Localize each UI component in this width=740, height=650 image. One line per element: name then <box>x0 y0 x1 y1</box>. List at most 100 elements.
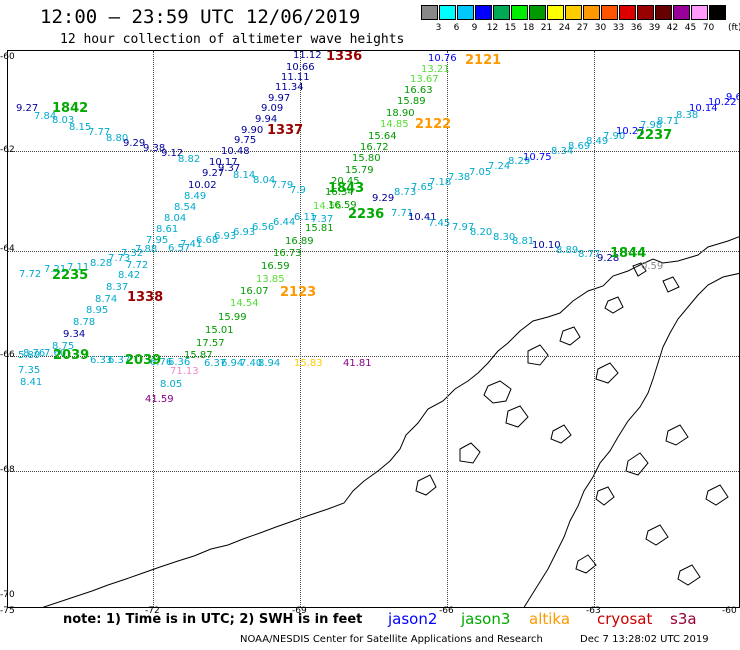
wave-height-value: 11.12 <box>293 50 322 61</box>
color-scale-tick: 27 <box>576 23 589 33</box>
wave-height-value: 7.98 <box>640 120 663 131</box>
color-swatch <box>673 5 690 20</box>
wave-height-value: 15.87 <box>184 350 213 361</box>
wave-height-value: 17.57 <box>196 338 225 349</box>
color-scale-tick: 9 <box>471 23 478 33</box>
wave-height-value: 8.41 <box>20 377 43 388</box>
wave-height-value: 14.85 <box>380 119 409 130</box>
wave-height-value: 41.59 <box>145 394 174 405</box>
wave-height-value: 7.05 <box>469 167 492 178</box>
wave-height-value: 8.94 <box>258 358 281 369</box>
wave-height-value: 7.90 <box>603 131 626 142</box>
wave-height-value: 6.44 <box>273 217 296 228</box>
color-swatch <box>529 5 546 20</box>
wave-height-value: 7.32 <box>121 248 144 259</box>
wave-height-value: 8.38 <box>676 110 699 121</box>
wave-height-value: 9.34 <box>63 329 86 340</box>
footnote: note: 1) Time is in UTC; 2) SWH is in fe… <box>63 612 363 627</box>
page-title: 12:00 – 23:59 UTC 12/06/2019 <box>40 6 361 28</box>
wave-height-value: 9.38 <box>143 143 166 154</box>
wave-height-value: 8.78 <box>73 317 96 328</box>
meridian-line <box>153 51 154 607</box>
wave-height-value: 8.34 <box>551 146 574 157</box>
wave-height-value: 8.69 <box>568 141 591 152</box>
color-swatch <box>637 5 654 20</box>
generated-timestamp: Dec 7 13:28:02 UTC 2019 <box>580 634 709 645</box>
wave-height-value: 7.97 <box>452 222 475 233</box>
color-swatch <box>583 5 600 20</box>
wave-height-value: 7.72 <box>19 269 42 280</box>
color-scale-tick: 33 <box>612 23 625 33</box>
wave-height-value: 15.83 <box>294 358 323 369</box>
wave-height-value: 8.95 <box>86 305 109 316</box>
color-swatch <box>475 5 492 20</box>
color-scale-tick: 30 <box>594 23 607 33</box>
wave-height-value: 15.64 <box>368 131 397 142</box>
wave-height-value: 7.35 <box>18 365 41 376</box>
wave-height-value: 8.03 <box>52 115 75 126</box>
wave-height-value: 10.10 <box>532 240 561 251</box>
wave-height-value: 7.60 <box>44 348 67 359</box>
lon-label: -60 <box>722 606 737 616</box>
wave-height-value: 0.59 <box>641 261 664 272</box>
wave-height-value: 10.22 <box>708 97 737 108</box>
wave-height-value: 71.13 <box>170 366 199 377</box>
wave-height-value: 8.61 <box>156 224 179 235</box>
parallel-line <box>8 151 739 152</box>
wave-height-value: 6.33 <box>90 355 113 366</box>
pass-time-label: 1842 <box>52 101 89 116</box>
wave-height-value: 6.56 <box>252 222 275 233</box>
wave-height-value: 11.11 <box>281 72 310 83</box>
wave-height-value: 9.29 <box>123 138 146 149</box>
meridian-line <box>300 51 301 607</box>
wave-height-value: 15.81 <box>305 223 334 234</box>
color-swatch <box>511 5 528 20</box>
wave-height-value: 9.94 <box>255 114 278 125</box>
wave-height-value: 7.21 <box>44 264 67 275</box>
wave-height-value: 6.76 <box>150 357 173 368</box>
wave-height-value: 10.76 <box>428 53 457 64</box>
color-scale-tick: 70 <box>702 23 715 33</box>
wave-height-value: 14.54 <box>230 298 259 309</box>
meridian-line <box>594 51 595 607</box>
wave-height-value: 8.80 <box>106 133 129 144</box>
wave-height-value: 9.29 <box>372 193 395 204</box>
wave-height-value: 7.84 <box>34 111 57 122</box>
wave-height-value: 8.14 <box>233 170 256 181</box>
wave-height-value: 7.24 <box>488 161 511 172</box>
lon-label: -75 <box>0 606 15 616</box>
wave-height-value: 6.93 <box>214 231 237 242</box>
lat-label: -64 <box>0 244 15 254</box>
wave-height-value: 7.38 <box>448 172 471 183</box>
wave-height-value: 13.21 <box>421 64 450 75</box>
wave-height-value: 6.94 <box>221 358 244 369</box>
wave-height-value: 9.09 <box>261 103 284 114</box>
wave-height-value: 9.97 <box>268 93 291 104</box>
wave-height-value: 8.76 <box>23 348 46 359</box>
pass-time-label: 1336 <box>326 50 363 64</box>
wave-height-value: 9.12 <box>161 148 184 159</box>
wave-height-value: 9.37 <box>218 163 241 174</box>
color-swatch <box>619 5 636 20</box>
color-scale-unit: (ft) <box>728 23 740 33</box>
wave-height-value: 8.29 <box>508 156 531 167</box>
pass-time-label: 2039 <box>53 348 90 363</box>
credit-line: NOAA/NESDIS Center for Satellite Applica… <box>240 634 543 645</box>
wave-height-value: 7.37 <box>311 214 334 225</box>
page-subtitle: 12 hour collection of altimeter wave hei… <box>60 32 405 47</box>
color-scale-tick: 24 <box>558 23 571 33</box>
wave-height-value: 8.42 <box>118 270 141 281</box>
wave-height-value: 8.37 <box>106 282 129 293</box>
color-scale-tick: 21 <box>540 23 553 33</box>
wave-height-value: 8.28 <box>90 258 113 269</box>
pass-time-label: 2123 <box>280 285 317 300</box>
lat-label: -66 <box>0 350 15 360</box>
wave-height-value: 6.37 <box>108 355 131 366</box>
wave-height-value: 16.72 <box>360 142 389 153</box>
wave-height-value: 8.89 <box>556 245 579 256</box>
wave-height-value: 7.41 <box>180 239 203 250</box>
wave-height-value: 16.89 <box>285 236 314 247</box>
wave-height-value: 8.81 <box>512 236 535 247</box>
wave-height-value: 7.71 <box>391 208 414 219</box>
satellite-altika-label: altika <box>529 610 571 628</box>
